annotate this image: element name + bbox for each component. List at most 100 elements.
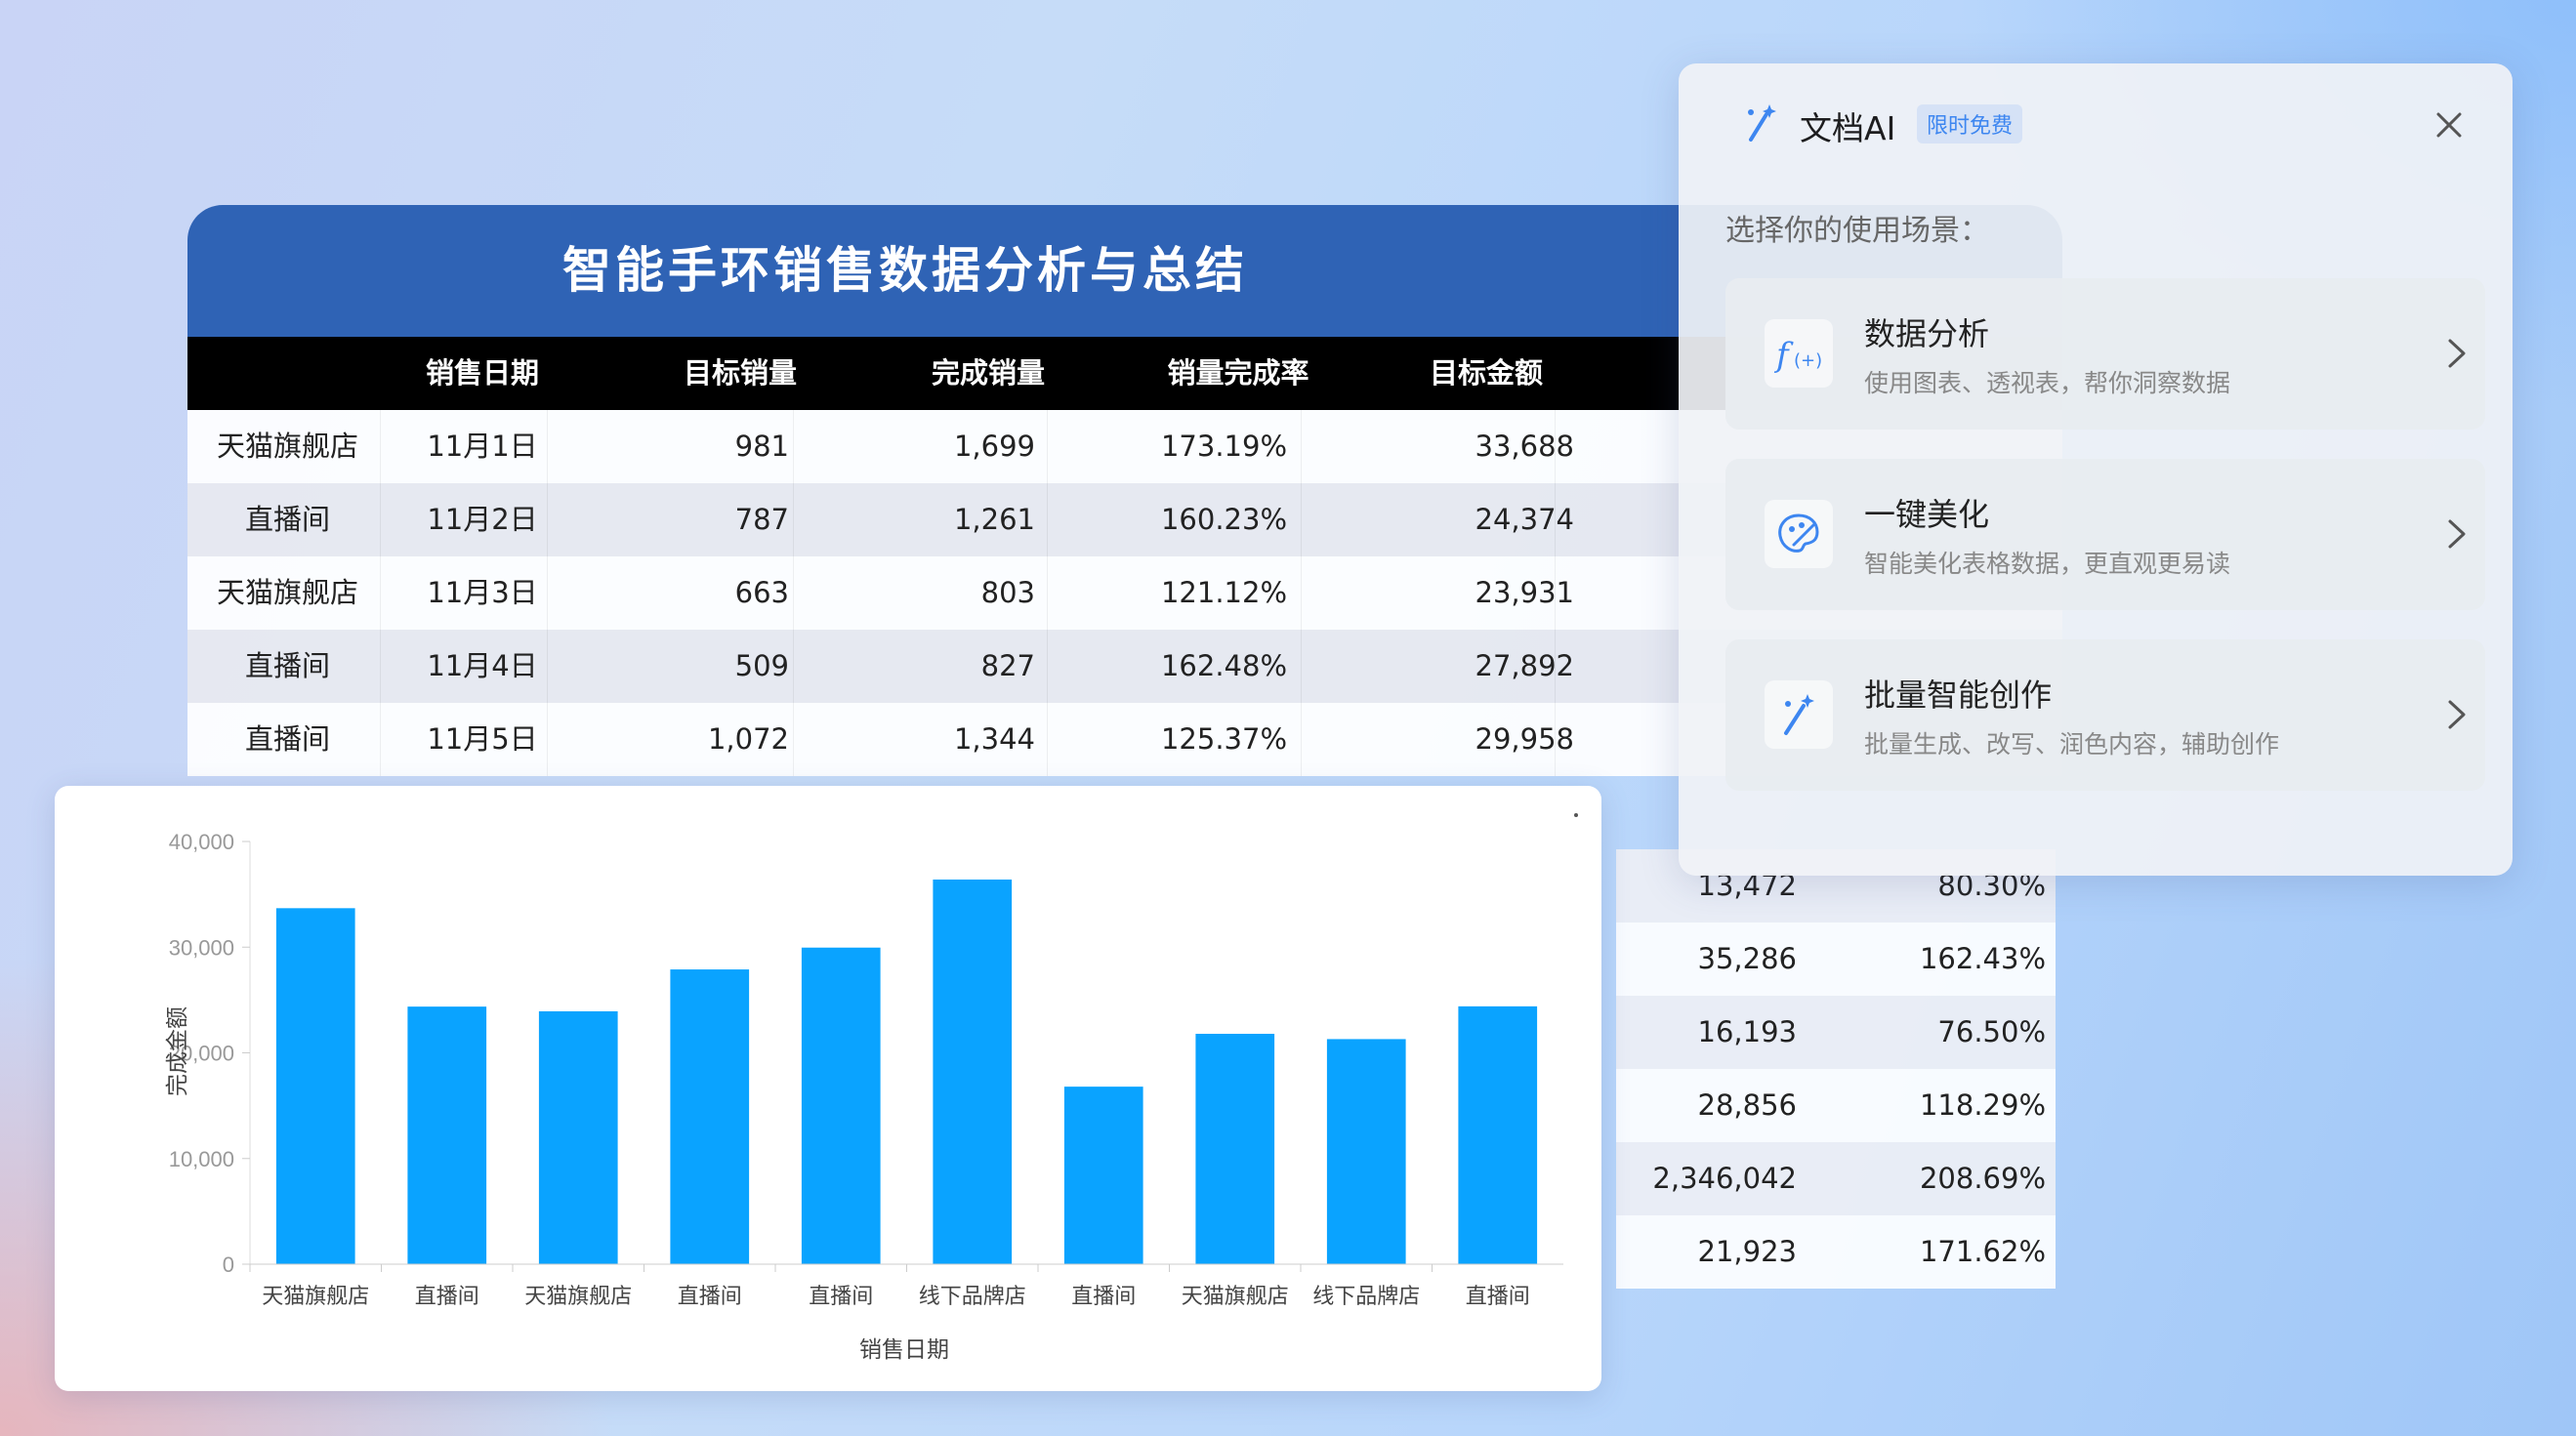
bar[interactable] <box>1326 1039 1406 1264</box>
cell-divider <box>793 703 794 776</box>
cell-divider <box>1301 556 1302 630</box>
header-target-amount[interactable]: 目标金额 <box>1429 356 1543 390</box>
cell-divider <box>1047 556 1048 630</box>
header-done-qty[interactable]: 完成销量 <box>931 356 1045 390</box>
header-target-qty[interactable]: 目标销量 <box>683 356 797 390</box>
scene-desc: 批量生成、改写、润色内容，辅助创作 <box>1864 730 2280 759</box>
table-cell: 121.12% <box>1160 576 1287 609</box>
cell-divider <box>1301 630 1302 703</box>
cell-divider <box>1555 410 1556 483</box>
table-cell: 803 <box>980 576 1035 609</box>
table-cell: 直播间 <box>244 503 330 536</box>
table-cell: 1,261 <box>953 503 1035 536</box>
magic-wand-icon <box>1765 680 1833 749</box>
scene-beautify[interactable]: 一键美化 智能美化表格数据，更直观更易读 <box>1725 459 2485 610</box>
table-row[interactable]: 16,193 76.50% <box>1616 996 2056 1069</box>
table-cell: 162.43% <box>1919 942 2046 975</box>
table-cell: 827 <box>980 649 1035 682</box>
y-tick-label: 10,000 <box>169 1147 234 1171</box>
table-row[interactable]: 2,346,042 208.69% <box>1616 1142 2056 1215</box>
scene-data-analysis[interactable]: f (+) 数据分析 使用图表、透视表，帮你洞察数据 <box>1725 278 2485 430</box>
cell-divider <box>380 410 381 483</box>
cell-divider <box>1047 483 1048 556</box>
bar[interactable] <box>407 1006 487 1264</box>
bar[interactable] <box>670 969 750 1264</box>
table-row[interactable]: 28,856 118.29% <box>1616 1069 2056 1142</box>
table-cell: 35,286 <box>1697 942 1797 975</box>
table-cell: 29,958 <box>1475 722 1574 756</box>
scene-desc: 智能美化表格数据，更直观更易读 <box>1864 550 2231 578</box>
cell-divider <box>1301 703 1302 776</box>
cell-divider <box>380 483 381 556</box>
table-row[interactable]: 35,286 162.43% <box>1616 923 2056 996</box>
table-cell: 663 <box>734 576 789 609</box>
table-cell: 天猫旗舰店 <box>216 576 358 609</box>
table-cell: 24,374 <box>1475 503 1574 536</box>
bar[interactable] <box>275 908 355 1264</box>
scene-title: 批量智能创作 <box>1864 677 2053 714</box>
table-cell: 173.19% <box>1160 430 1287 463</box>
y-tick-label: 40,000 <box>169 830 234 854</box>
cell-divider <box>793 483 794 556</box>
x-tick-label: 线下品牌店 <box>919 1285 1026 1309</box>
table-cell: 125.37% <box>1160 722 1287 756</box>
table-cell: 11月5日 <box>427 722 538 756</box>
table-cell: 76.50% <box>1937 1015 2046 1048</box>
scene-desc: 使用图表、透视表，帮你洞察数据 <box>1864 369 2231 397</box>
bar[interactable] <box>801 947 881 1264</box>
table-cell: 28,856 <box>1697 1088 1797 1122</box>
table-cell: 981 <box>734 430 789 463</box>
x-tick-label: 线下品牌店 <box>1312 1285 1420 1309</box>
cell-divider <box>547 410 548 483</box>
bar[interactable] <box>933 879 1013 1264</box>
close-icon[interactable] <box>2431 106 2468 144</box>
table-cell: 160.23% <box>1160 503 1287 536</box>
y-tick-label: 20,000 <box>169 1042 234 1066</box>
bars <box>275 879 1538 1264</box>
bar-chart-card[interactable]: 0 10,000 20,000 30,000 40,000 天猫旗舰店 直播间 天猫旗舰店 直… <box>55 786 1601 1391</box>
table-cell: 162.48% <box>1160 649 1287 682</box>
x-tick-label: 天猫旗舰店 <box>262 1285 369 1309</box>
scene-prompt: 选择你的使用场景： <box>1725 214 1989 248</box>
bar[interactable] <box>538 1010 618 1264</box>
chart-menu-dot <box>1574 813 1578 817</box>
palette-icon <box>1765 500 1833 568</box>
bar[interactable] <box>1063 1087 1143 1264</box>
table-cell: 21,923 <box>1697 1235 1797 1268</box>
table-cell: 787 <box>734 503 789 536</box>
table-row[interactable]: 21,923 171.62% <box>1616 1215 2056 1289</box>
cell-divider <box>380 556 381 630</box>
cell-divider <box>1047 410 1048 483</box>
y-axis: 0 10,000 20,000 30,000 40,000 <box>169 830 251 1277</box>
cell-divider <box>547 703 548 776</box>
bar[interactable] <box>1195 1034 1275 1264</box>
cell-divider <box>793 410 794 483</box>
cell-divider <box>793 630 794 703</box>
table-cell: 118.29% <box>1919 1088 2046 1122</box>
svg-text:(+): (+) <box>1794 350 1822 371</box>
y-tick-label: 30,000 <box>169 935 234 960</box>
y-tick-label: 0 <box>223 1252 234 1277</box>
cell-divider <box>1047 703 1048 776</box>
table-cell: 1,072 <box>707 722 789 756</box>
x-tick-label: 天猫旗舰店 <box>1182 1285 1289 1309</box>
bar-chart: 0 10,000 20,000 30,000 40,000 天猫旗舰店 直播间 天猫旗舰店 直… <box>165 813 1578 1363</box>
cell-divider <box>1301 483 1302 556</box>
cell-divider <box>1555 483 1556 556</box>
cell-divider <box>380 630 381 703</box>
chevron-right-icon <box>2448 339 2466 368</box>
bar[interactable] <box>1458 1005 1538 1264</box>
table-cell: 11月2日 <box>427 503 538 536</box>
scene-batch-create[interactable]: 批量智能创作 批量生成、改写、润色内容，辅助创作 <box>1725 639 2485 791</box>
chevron-right-icon <box>2448 519 2466 549</box>
table-cell: 33,688 <box>1475 430 1574 463</box>
ai-panel-title: 文档AI <box>1800 109 1896 147</box>
x-tick-label: 直播间 <box>678 1285 742 1309</box>
header-completion-rate[interactable]: 销量完成率 <box>1167 356 1309 390</box>
x-axis: 天猫旗舰店 直播间 天猫旗舰店 直播间 直播间 线下品牌店 直播间 天猫旗舰店 线下品牌店 直播间 <box>249 1263 1563 1309</box>
cell-divider <box>547 630 548 703</box>
table-cell: 直播间 <box>244 649 330 682</box>
cell-divider <box>1047 630 1048 703</box>
cell-divider <box>1555 556 1556 630</box>
header-sales-date[interactable]: 销售日期 <box>425 356 539 390</box>
